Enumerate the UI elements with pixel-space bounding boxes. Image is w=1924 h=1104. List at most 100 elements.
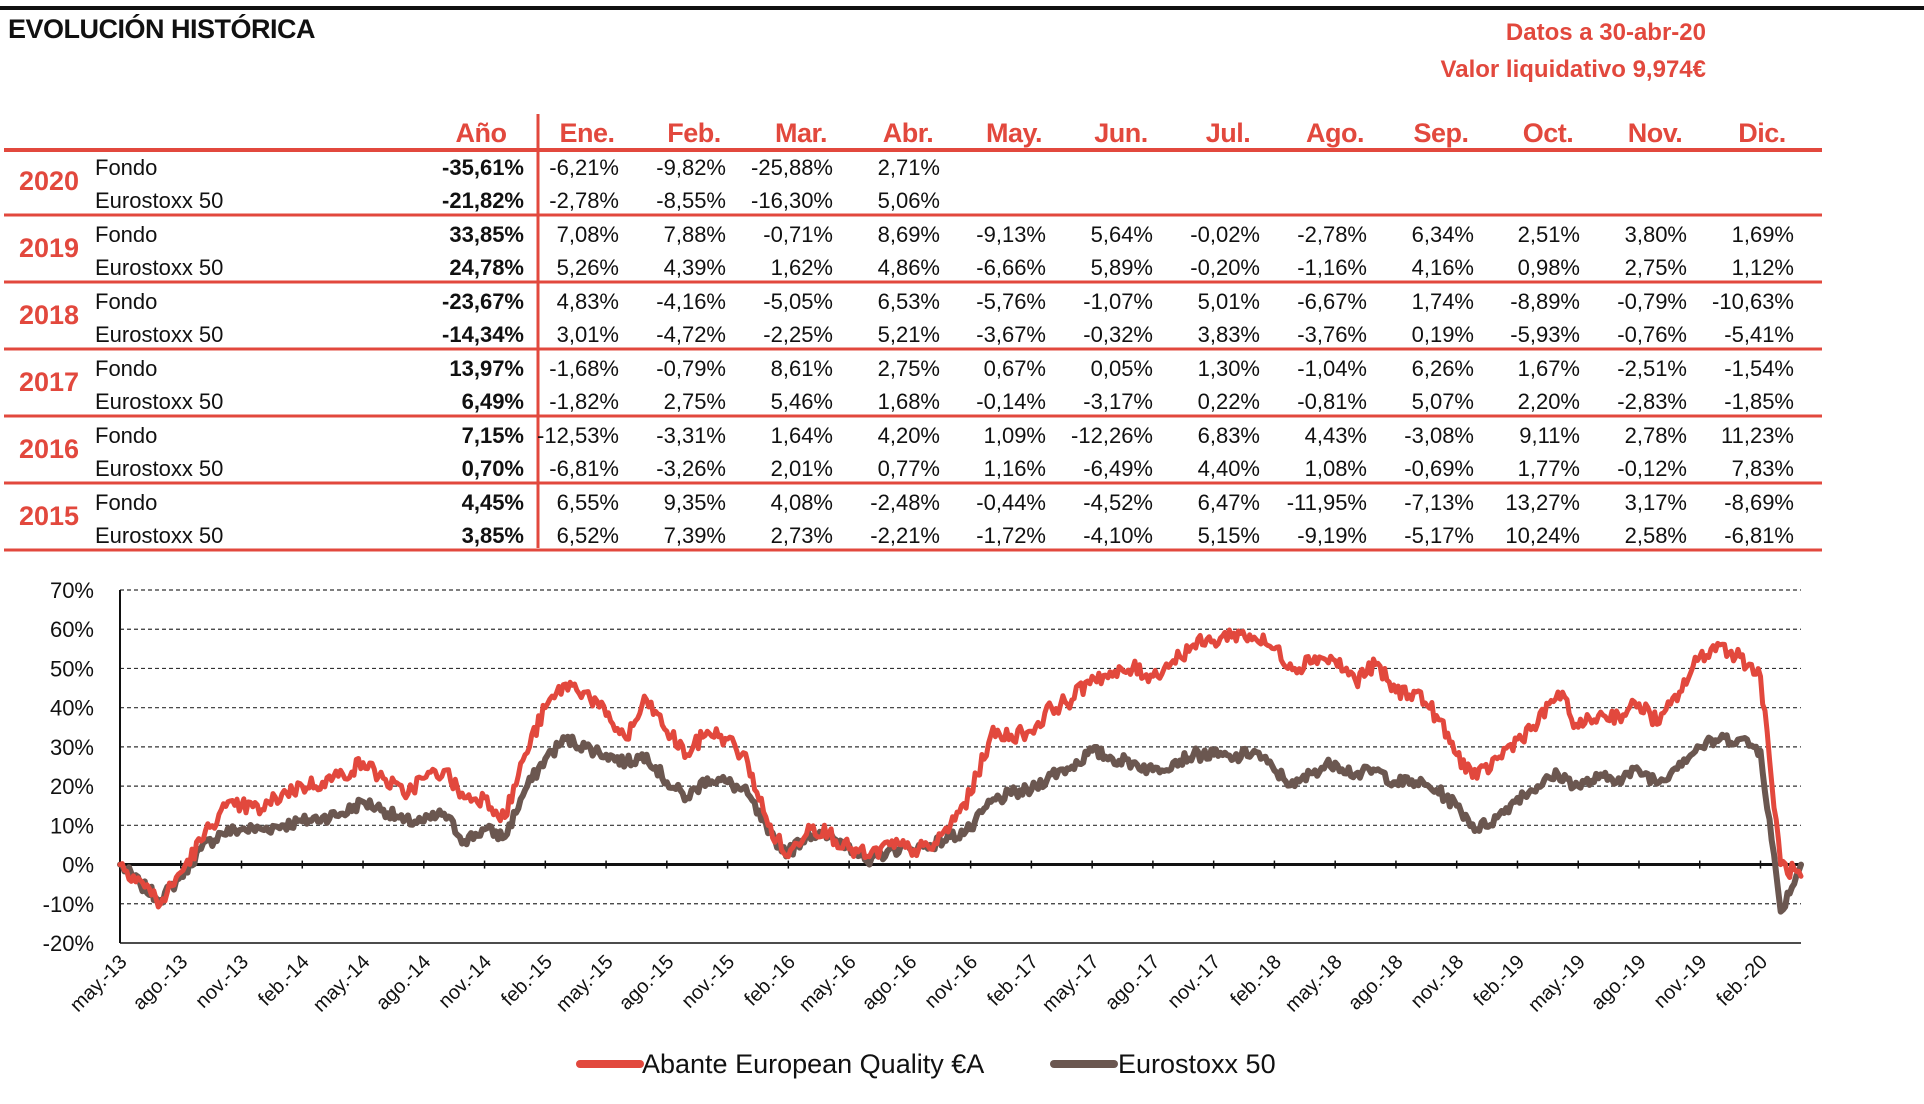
row-month-return: 4,20% [878, 423, 940, 448]
row-month-return: 5,64% [1091, 222, 1153, 247]
row-month-return: -8,69% [1724, 490, 1794, 515]
series-line-eurostoxx [117, 731, 1804, 915]
row-month-return: -6,49% [1083, 456, 1153, 481]
row-month-return: -0,20% [1190, 255, 1260, 280]
row-month-return: -0,79% [1617, 289, 1687, 314]
row-annual-return: 33,85% [449, 222, 524, 247]
row-month-return: -2,78% [549, 188, 619, 213]
row-month-return: -4,72% [656, 322, 726, 347]
row-month-return: 6,55% [557, 490, 619, 515]
row-series-label: Fondo [95, 490, 157, 515]
row-month-return: -0,32% [1083, 322, 1153, 347]
row-month-return: -1,68% [549, 356, 619, 381]
row-year: 2015 [19, 501, 79, 531]
row-month-return: -12,53% [537, 423, 619, 448]
row-month-return: 1,09% [984, 423, 1046, 448]
row-month-return: 4,39% [664, 255, 726, 280]
row-month-return: 5,15% [1198, 523, 1260, 548]
row-annual-return: 3,85% [462, 523, 524, 548]
x-tick-label: nov.-13 [191, 951, 253, 1013]
row-month-return: -5,05% [763, 289, 833, 314]
y-tick-label: 20% [50, 774, 94, 799]
row-month-return: -0,44% [976, 490, 1046, 515]
row-month-return: -5,76% [976, 289, 1046, 314]
row-annual-return: 7,15% [462, 423, 524, 448]
row-month-return: -0,81% [1297, 389, 1367, 414]
row-month-return: 1,08% [1305, 456, 1367, 481]
row-month-return: 7,39% [664, 523, 726, 548]
row-month-return: -1,04% [1297, 356, 1367, 381]
row-month-return: -2,83% [1617, 389, 1687, 414]
row-month-return: 5,07% [1412, 389, 1474, 414]
row-annual-return: -14,34% [442, 322, 524, 347]
row-month-return: 1,74% [1412, 289, 1474, 314]
header-month: Jun. [1094, 118, 1148, 148]
nav-label: Valor liquidativo 9,974€ [1440, 56, 1706, 83]
row-series-label: Eurostoxx 50 [95, 456, 223, 481]
header-month: Mar. [775, 118, 827, 148]
row-month-return: 0,67% [984, 356, 1046, 381]
row-month-return: -11,95% [1287, 490, 1367, 515]
row-month-return: 1,77% [1518, 456, 1580, 481]
header-month: Jul. [1206, 118, 1251, 148]
row-series-label: Fondo [95, 423, 157, 448]
row-month-return: -8,89% [1510, 289, 1580, 314]
x-tick-label: feb.-19 [1469, 951, 1529, 1011]
row-month-return: 11,23% [1721, 423, 1794, 448]
row-month-return: -9,19% [1297, 523, 1367, 548]
performance-chart: 70%60%50%40%30%20%10%0%-10%-20%may.-13ag… [43, 578, 1804, 1079]
top-rule [0, 6, 1924, 10]
x-tick-label: feb.-15 [497, 951, 557, 1011]
row-month-return: 1,69% [1732, 222, 1794, 247]
row-annual-return: -23,67% [442, 289, 524, 314]
row-month-return: 2,01% [771, 456, 833, 481]
row-month-return: 4,86% [878, 255, 940, 280]
fund-meta: Datos a 30-abr-20 Valor liquidativo 9,97… [1441, 14, 1706, 88]
x-tick-label: feb.-20 [1712, 951, 1772, 1011]
row-month-return: 5,01% [1198, 289, 1260, 314]
x-tick-label: may.-18 [1281, 951, 1347, 1017]
y-tick-label: 10% [50, 813, 94, 838]
row-series-label: Eurostoxx 50 [95, 322, 223, 347]
legend-label: Eurostoxx 50 [1118, 1049, 1276, 1079]
row-month-return: -1,72% [976, 523, 1046, 548]
row-month-return: -3,08% [1404, 423, 1474, 448]
row-year: 2018 [19, 300, 79, 330]
row-month-return: -6,67% [1297, 289, 1367, 314]
x-tick-label: nov.-18 [1407, 951, 1469, 1013]
row-month-return: 3,17% [1625, 490, 1687, 515]
row-month-return: 10,24% [1505, 523, 1580, 548]
date-label: Datos a 30-abr-20 [1505, 19, 1706, 46]
row-month-return: 4,83% [557, 289, 619, 314]
row-month-return: -6,81% [549, 456, 619, 481]
y-tick-label: 40% [50, 696, 94, 721]
row-month-return: 2,20% [1518, 389, 1580, 414]
series-line-fund [117, 627, 1804, 910]
row-month-return: -1,07% [1083, 289, 1153, 314]
x-tick-label: may.-14 [309, 951, 375, 1017]
row-month-return: 6,83% [1198, 423, 1260, 448]
header-month: Oct. [1523, 118, 1574, 148]
page-title: EVOLUCIÓN HISTÓRICA [8, 14, 316, 44]
row-month-return: 8,69% [878, 222, 940, 247]
row-month-return: 5,21% [878, 322, 940, 347]
y-tick-label: -20% [43, 931, 94, 956]
header-month: Ago. [1306, 118, 1364, 148]
row-month-return: 4,08% [771, 490, 833, 515]
row-month-return: 9,35% [664, 490, 726, 515]
row-month-return: -0,79% [656, 356, 726, 381]
row-month-return: 5,89% [1091, 255, 1153, 280]
row-month-return: 7,83% [1732, 456, 1794, 481]
row-month-return: -0,76% [1617, 322, 1687, 347]
row-month-return: -8,55% [656, 188, 726, 213]
row-month-return: 5,26% [557, 255, 619, 280]
row-month-return: -6,81% [1724, 523, 1794, 548]
row-month-return: 0,19% [1412, 322, 1474, 347]
row-month-return: 1,16% [984, 456, 1046, 481]
row-month-return: 6,53% [878, 289, 940, 314]
y-tick-label: 30% [50, 735, 94, 760]
row-series-label: Fondo [95, 222, 157, 247]
row-month-return: -5,17% [1404, 523, 1474, 548]
row-month-return: -7,13% [1404, 490, 1474, 515]
